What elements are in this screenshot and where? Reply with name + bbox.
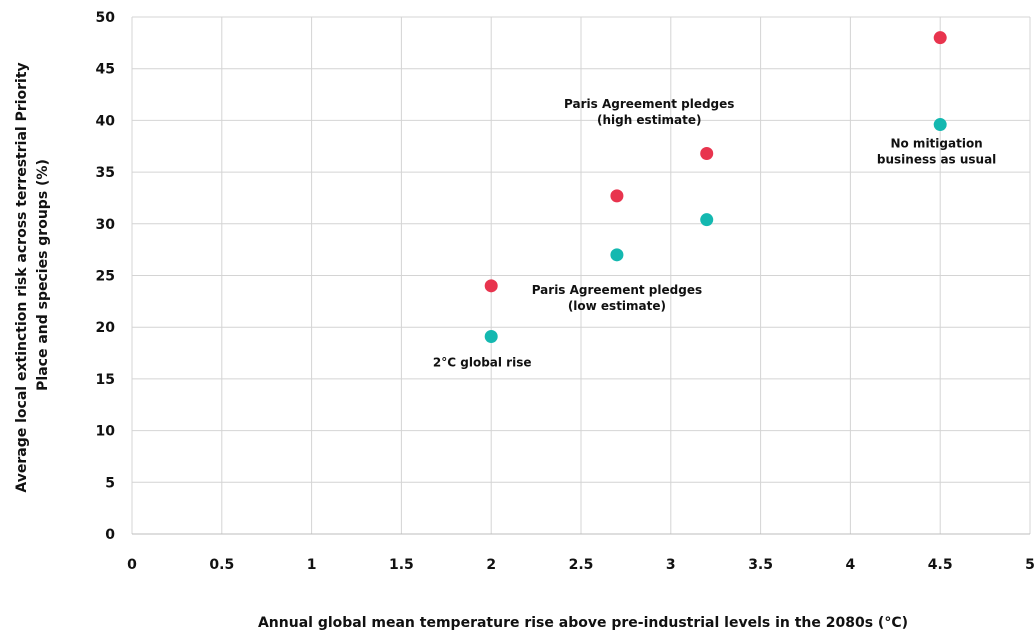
y-tick-label: 5 bbox=[105, 475, 115, 491]
x-tick-label: 0.5 bbox=[209, 557, 234, 573]
data-point bbox=[610, 248, 624, 262]
y-tick-label: 0 bbox=[105, 527, 115, 543]
annotation-line: (high estimate) bbox=[597, 113, 702, 127]
data-point bbox=[700, 213, 714, 227]
annotation-line: 2°C global rise bbox=[433, 355, 532, 369]
data-point bbox=[933, 118, 947, 132]
x-tick-label: 4 bbox=[846, 557, 856, 573]
x-tick-label: 3 bbox=[666, 557, 676, 573]
y-tick-label: 30 bbox=[96, 217, 116, 233]
y-tick-labels: 0 5 10 15 20 25 30 35 40 45 50 bbox=[96, 10, 116, 543]
data-points bbox=[484, 31, 947, 344]
data-point bbox=[700, 146, 714, 160]
y-axis-label-line-1: Average local extinction risk across ter… bbox=[14, 62, 30, 492]
y-tick-label: 25 bbox=[96, 269, 115, 285]
x-tick-label: 0 bbox=[127, 557, 137, 573]
annotation-line: Paris Agreement pledges bbox=[564, 97, 734, 111]
x-tick-label: 1.5 bbox=[389, 557, 414, 573]
y-axis-label-line-2: Place and species groups (%) bbox=[35, 159, 51, 391]
annotations: 2°C global rise Paris Agreement pledges (l… bbox=[433, 97, 996, 370]
annotation-label: 2°C global rise bbox=[433, 355, 532, 369]
y-tick-label: 50 bbox=[96, 10, 116, 26]
y-axis-label: Average local extinction risk across ter… bbox=[14, 57, 51, 492]
data-point bbox=[484, 330, 498, 344]
x-tick-label: 1 bbox=[307, 557, 317, 573]
y-tick-label: 35 bbox=[96, 165, 115, 181]
data-point bbox=[610, 189, 624, 203]
x-tick-label: 3.5 bbox=[748, 557, 773, 573]
annotation-label: Paris Agreement pledges (high estimate) bbox=[564, 97, 734, 127]
annotation-line: No mitigation bbox=[890, 136, 982, 150]
x-tick-label: 4.5 bbox=[928, 557, 953, 573]
annotation-line: business as usual bbox=[877, 152, 996, 166]
y-tick-label: 10 bbox=[96, 424, 116, 440]
annotation-label: No mitigation business as usual bbox=[877, 136, 996, 166]
x-axis-label: Annual global mean temperature rise abov… bbox=[258, 615, 908, 631]
x-tick-label: 2 bbox=[486, 557, 496, 573]
data-point bbox=[933, 31, 947, 45]
annotation-line: (low estimate) bbox=[568, 299, 666, 313]
y-tick-label: 20 bbox=[96, 320, 116, 336]
annotation-line: Paris Agreement pledges bbox=[532, 283, 702, 297]
y-tick-label: 15 bbox=[96, 372, 115, 388]
annotation-label: Paris Agreement pledges (low estimate) bbox=[532, 283, 702, 313]
x-tick-labels: 0 0.5 1 1.5 2 2.5 3 3.5 4 4.5 5 bbox=[127, 557, 1034, 573]
data-point bbox=[484, 279, 498, 293]
x-tick-label: 5 bbox=[1025, 557, 1034, 573]
x-tick-label: 2.5 bbox=[569, 557, 594, 573]
y-tick-label: 40 bbox=[96, 113, 116, 129]
y-tick-label: 45 bbox=[96, 62, 115, 78]
grid bbox=[131, 16, 1031, 535]
